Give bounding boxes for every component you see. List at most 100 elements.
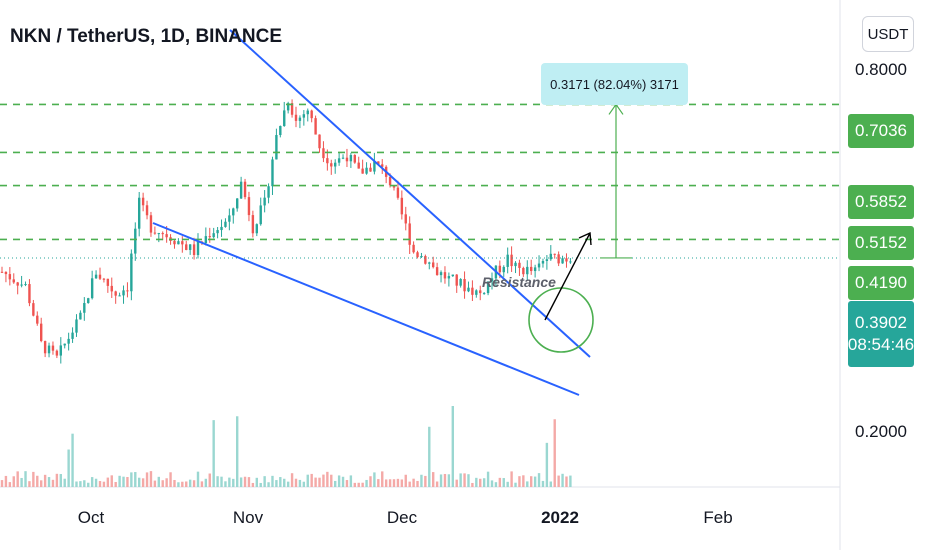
candle-body xyxy=(334,162,337,167)
volume-bar xyxy=(420,474,423,487)
volume-bar xyxy=(569,475,572,487)
candle-body xyxy=(451,274,454,277)
volume-bar xyxy=(145,472,149,487)
candle-body xyxy=(314,118,317,135)
candle-body xyxy=(298,117,302,121)
time-tick-label: 2022 xyxy=(541,508,579,527)
volume-bar xyxy=(192,480,196,487)
candle-body xyxy=(286,103,290,111)
volume-bar xyxy=(388,479,392,487)
candle-body xyxy=(114,291,117,296)
volume-bar xyxy=(224,481,227,487)
candle-body xyxy=(565,258,568,262)
volume-bar xyxy=(134,472,137,487)
volume-bar xyxy=(36,475,39,487)
candle-body xyxy=(545,259,549,261)
candle-body xyxy=(404,214,407,224)
candle-body xyxy=(126,290,129,292)
volume-bar xyxy=(400,479,404,487)
candle-body xyxy=(361,168,364,174)
candle-body xyxy=(271,159,274,187)
volume-bar xyxy=(435,481,439,487)
volume-bar xyxy=(220,476,223,487)
volume-bar xyxy=(298,479,302,487)
volume-bar xyxy=(263,476,266,487)
candle-body xyxy=(204,236,208,244)
candle-body xyxy=(59,345,62,356)
candle-body xyxy=(408,223,411,245)
candle-body xyxy=(283,110,286,127)
candle-body xyxy=(55,350,59,356)
candle-body xyxy=(0,271,4,273)
volume-bar xyxy=(138,477,141,487)
volume-bar xyxy=(330,474,333,487)
candle-body xyxy=(428,262,431,264)
volume-bar xyxy=(549,481,552,487)
candle-body xyxy=(416,252,419,258)
measure-label: 0.3171 (82.04%) 3171 xyxy=(541,63,688,105)
volume-bar xyxy=(98,481,102,487)
candle-body xyxy=(173,240,176,245)
candle-body xyxy=(357,162,360,169)
volume-bar xyxy=(486,471,490,487)
volume-bar xyxy=(283,478,286,487)
volume-bar xyxy=(537,473,541,487)
volume-bar xyxy=(271,475,274,487)
candle-body xyxy=(455,274,458,286)
candle-body xyxy=(185,244,188,250)
volume-bar xyxy=(228,477,231,487)
candle-body xyxy=(561,258,564,264)
candle-body xyxy=(67,338,70,344)
volume-bar xyxy=(404,474,407,487)
volume-bar xyxy=(20,477,23,487)
volume-bar xyxy=(561,473,564,487)
candle-body xyxy=(557,254,560,264)
breakout-arrow xyxy=(544,232,591,321)
candle-body xyxy=(43,341,47,354)
candle-body xyxy=(36,315,39,324)
level-price-tag: 0.5152 xyxy=(848,226,914,260)
volume-bar xyxy=(122,476,125,487)
resistance-annotation: Resistance xyxy=(482,274,556,290)
volume-bar xyxy=(157,476,160,487)
volume-bar xyxy=(373,472,376,487)
volume-bar xyxy=(79,481,82,487)
candle-body xyxy=(439,272,443,276)
volume-bar xyxy=(169,472,172,487)
volume-bar xyxy=(349,475,353,487)
candle-body xyxy=(447,276,451,279)
candle-body xyxy=(40,323,43,342)
volume-bar xyxy=(475,477,478,487)
volume-bar xyxy=(196,471,200,487)
currency-button[interactable]: USDT xyxy=(862,16,914,52)
candle-body xyxy=(83,303,86,313)
candle-body xyxy=(165,234,168,238)
candle-body xyxy=(553,253,556,255)
volume-bar xyxy=(188,479,192,487)
candle-body xyxy=(432,262,435,268)
candle-body xyxy=(102,278,106,280)
candle-body xyxy=(196,241,200,256)
candle-body xyxy=(318,134,321,149)
volume-bar xyxy=(526,481,529,487)
volume-bar xyxy=(377,479,380,487)
candle-body xyxy=(353,155,356,163)
candle-body xyxy=(467,287,470,292)
volume-bar xyxy=(553,419,556,487)
candle-body xyxy=(365,167,368,174)
volume-bar xyxy=(267,482,270,487)
volume-bar xyxy=(408,481,411,487)
volume-bar xyxy=(522,475,525,487)
volume-bar xyxy=(432,472,435,487)
candle-body xyxy=(537,263,541,268)
volume-bar xyxy=(353,482,356,487)
candle-body xyxy=(522,267,525,275)
candle-body xyxy=(482,293,486,295)
volume-bar xyxy=(255,477,258,487)
volume-bar xyxy=(251,482,255,487)
volume-bar xyxy=(40,480,43,487)
candle-body xyxy=(188,244,192,250)
candle-body xyxy=(63,343,66,346)
